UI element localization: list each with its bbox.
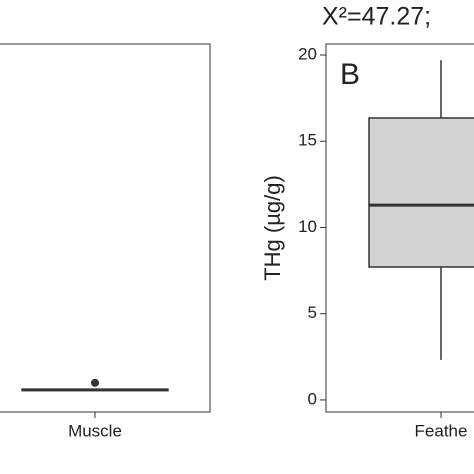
y-tick-label: 10	[298, 217, 317, 236]
y-tick-label: 15	[298, 131, 317, 150]
y-axis-label: THg (µg/g)	[260, 175, 285, 281]
x-tick-label: Muscle	[68, 421, 122, 440]
y-tick-label: 0	[308, 389, 317, 408]
panel-label: B	[340, 58, 360, 91]
outlier	[91, 378, 99, 387]
box	[368, 117, 474, 268]
panel-border	[0, 43, 211, 413]
y-tick-label: 20	[298, 45, 317, 64]
chart-title: X²=47.27;	[322, 3, 431, 31]
x-tick-label: Feathe	[415, 421, 468, 440]
y-tick-label: 5	[308, 303, 317, 322]
